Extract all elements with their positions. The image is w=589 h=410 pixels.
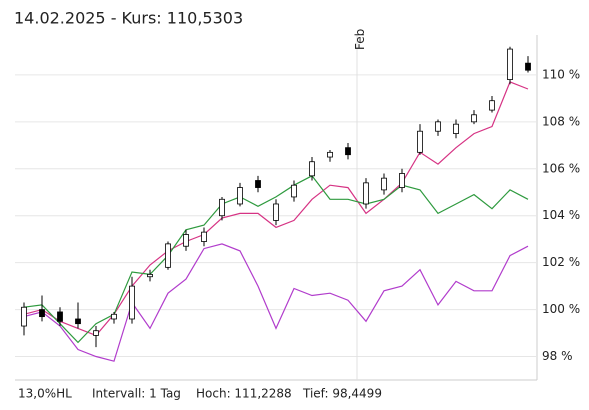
candle-body bbox=[417, 130, 423, 153]
candle-body bbox=[57, 311, 63, 322]
candle-body bbox=[525, 62, 531, 71]
candle-body bbox=[111, 313, 117, 320]
candle-body bbox=[453, 123, 459, 134]
candle-body bbox=[201, 231, 207, 242]
candle-body bbox=[327, 151, 333, 158]
candle-body bbox=[147, 273, 153, 278]
candle-body bbox=[291, 184, 297, 198]
footer-text: Tief: 98,4499 bbox=[302, 387, 382, 401]
candle-body bbox=[435, 121, 441, 132]
y-tick-label: 104 % bbox=[542, 208, 580, 222]
footer-text: Hoch: 111,2288 bbox=[196, 387, 292, 401]
candle-body bbox=[507, 48, 513, 80]
candle-body bbox=[93, 330, 99, 336]
candle-body bbox=[471, 114, 477, 123]
x-tick-label: Feb bbox=[353, 29, 367, 50]
candle-body bbox=[399, 173, 405, 188]
chart-title: 14.02.2025 - Kurs: 110,5303 bbox=[14, 9, 243, 28]
candle-body bbox=[363, 182, 369, 205]
candle-body bbox=[381, 177, 387, 191]
candle-body bbox=[165, 243, 171, 268]
candle-body bbox=[219, 198, 225, 217]
candle-body bbox=[237, 187, 243, 205]
candle-body bbox=[129, 285, 135, 320]
candle-body bbox=[309, 161, 315, 177]
y-tick-label: 98 % bbox=[542, 349, 573, 363]
candle-body bbox=[183, 234, 189, 247]
candle-body bbox=[489, 100, 495, 111]
line-series bbox=[23, 81, 529, 337]
footer-text: Intervall: 1 Tag bbox=[92, 387, 181, 401]
line-series bbox=[23, 243, 529, 362]
candle-body bbox=[345, 147, 351, 156]
y-tick-label: 110 % bbox=[542, 67, 580, 81]
y-tick-label: 100 % bbox=[542, 302, 580, 316]
y-tick-label: 102 % bbox=[542, 255, 580, 269]
line-series bbox=[23, 175, 529, 344]
candle-body bbox=[75, 318, 81, 325]
candle-body bbox=[21, 306, 27, 327]
candle-body bbox=[273, 203, 279, 221]
footer-text: 13,0%HL bbox=[18, 387, 72, 401]
candle-body bbox=[255, 180, 261, 188]
y-tick-label: 108 % bbox=[542, 114, 580, 128]
y-tick-label: 106 % bbox=[542, 161, 580, 175]
candle-body bbox=[39, 309, 45, 318]
